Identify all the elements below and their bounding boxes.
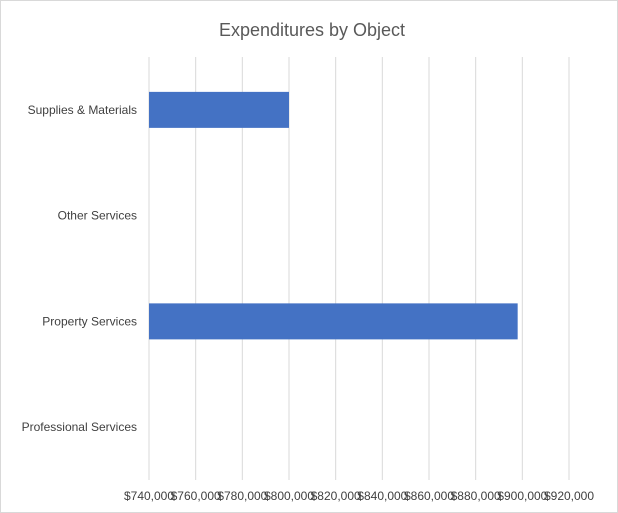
bar (149, 91, 289, 128)
category-label: Professional Services (22, 420, 137, 434)
x-tick-label: $840,000 (357, 489, 407, 503)
x-tick-label: $880,000 (451, 489, 501, 503)
x-tick-label: $800,000 (264, 489, 314, 503)
category-label: Supplies & Materials (28, 103, 137, 117)
x-tick-label: $900,000 (497, 489, 547, 503)
bars (149, 91, 518, 340)
category-labels: Supplies & Materials Other Services Proper… (22, 103, 137, 434)
x-tick-label: $780,000 (217, 489, 267, 503)
category-label: Other Services (58, 209, 137, 223)
x-tick-label: $860,000 (404, 489, 454, 503)
bar (149, 303, 518, 340)
x-tick-labels: $740,000$760,000$780,000$800,000$820,000… (124, 489, 594, 503)
x-tick-label: $820,000 (311, 489, 361, 503)
chart-title: Expenditures by Object (219, 20, 405, 40)
x-tick-label: $920,000 (544, 489, 594, 503)
x-tick-label: $760,000 (171, 489, 221, 503)
category-label: Property Services (42, 314, 137, 328)
x-tick-label: $740,000 (124, 489, 174, 503)
